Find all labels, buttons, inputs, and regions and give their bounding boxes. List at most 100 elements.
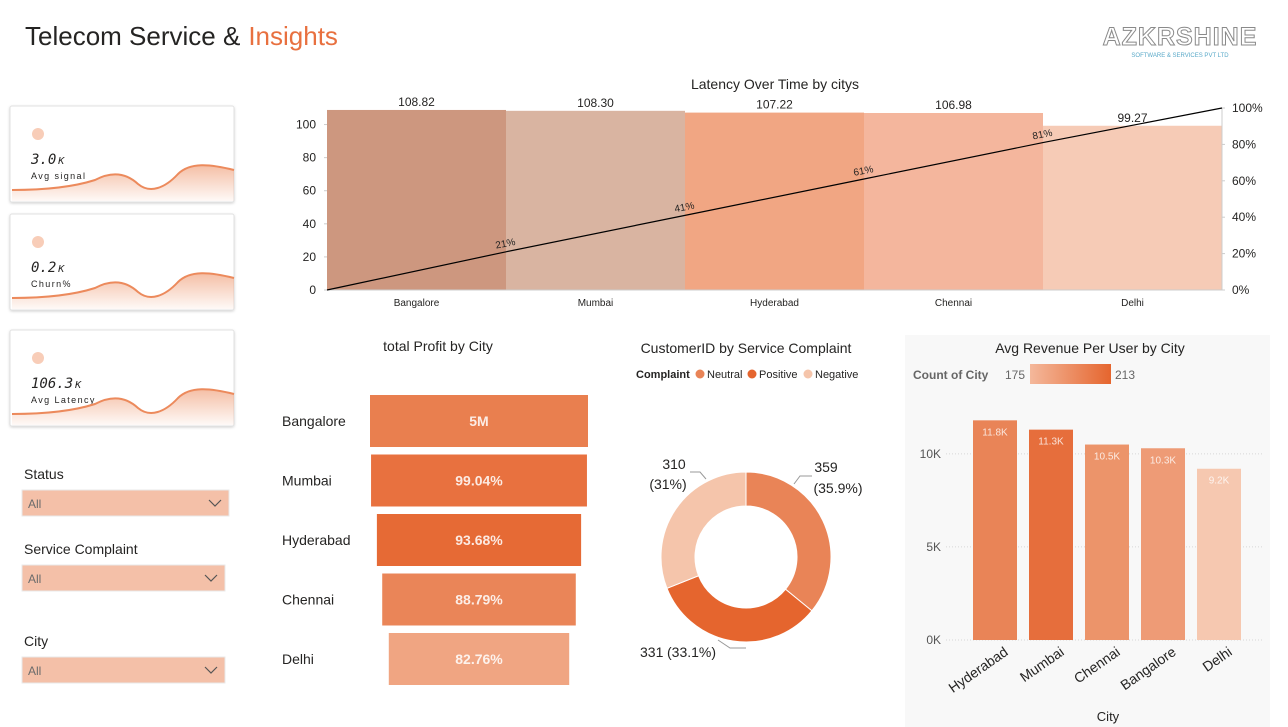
y-tick-label: 40 <box>303 217 317 231</box>
funnel-bar <box>388 633 570 685</box>
kpi-number: 0.2 <box>31 260 56 276</box>
y-tick-label: 5K <box>926 540 941 554</box>
bar-value-label: 108.82 <box>398 95 435 109</box>
y2-tick-label: 80% <box>1232 137 1256 151</box>
bar-value-label: 10.5K <box>1094 452 1120 463</box>
category-label: Chennai <box>282 592 334 608</box>
kpi-value: 106.3 K <box>31 376 82 392</box>
chart-title: Avg Revenue Per User by City <box>995 340 1185 356</box>
y-tick-label: 0 <box>309 283 316 297</box>
title-accent: Insights <box>248 21 338 51</box>
donut-slice <box>666 575 813 643</box>
sparkline <box>11 388 235 415</box>
bar-value-label: 9.2K <box>1209 476 1230 487</box>
funnel-value-label: 82.76% <box>455 651 503 667</box>
slice-percent-label: (33.1%) <box>667 644 716 660</box>
kpi-label: Avg Latency <box>31 395 96 405</box>
category-label: Hyderabad <box>282 532 351 548</box>
title-main: Telecom Service & <box>25 21 240 51</box>
line-value-label: 81% <box>1032 128 1054 143</box>
legend-swatch <box>695 369 705 379</box>
bar <box>327 109 506 290</box>
logo-tagline: SOFTWARE & SERVICES PVT LTD <box>1131 53 1229 59</box>
filter-value: All <box>28 497 41 511</box>
funnel-value-label: 93.68% <box>455 532 503 548</box>
funnel-value-label: 5M <box>469 413 488 429</box>
legend-swatch <box>747 369 757 379</box>
kpi-unit: K <box>57 264 65 275</box>
dropdown-chevron <box>208 499 222 507</box>
slice-value-label: 331 <box>640 644 664 660</box>
y-tick-label: 80 <box>303 151 317 165</box>
category-label: Bangalore <box>282 413 346 429</box>
color-scale-title: Count of City <box>913 368 989 382</box>
bar-value-label: 106.98 <box>935 98 972 112</box>
filter-label: Status <box>24 466 64 482</box>
line-value-label: 61% <box>853 164 875 179</box>
kpi-card: 0.2 K Churn% <box>9 213 235 311</box>
kpi-card: 3.0 K Avg signal <box>9 105 235 203</box>
funnel-value-label: 88.79% <box>455 592 503 608</box>
line-value-label: 41% <box>674 201 696 216</box>
x-tick-label: Mumbai <box>578 298 614 309</box>
y-tick-label: 100 <box>296 118 316 132</box>
legend-label: Negative <box>815 369 858 381</box>
bar <box>685 112 864 290</box>
donut-slice <box>660 471 747 589</box>
category-label: Mumbai <box>282 473 332 489</box>
x-tick-label: Delhi <box>1121 298 1144 309</box>
y-tick-label: 20 <box>303 250 317 264</box>
legend-title: Complaint <box>636 369 690 381</box>
filter-dropdown[interactable] <box>21 564 226 592</box>
kpi-icon <box>32 236 44 248</box>
sparkline <box>11 164 235 191</box>
bar <box>1043 125 1222 291</box>
color-scale-max: 213 <box>1115 368 1135 382</box>
dropdown-chevron <box>204 574 218 582</box>
donut-slice <box>745 471 832 612</box>
x-tick-label: Hyderabad <box>750 298 799 309</box>
funnel-bar <box>371 454 587 507</box>
filter-dropdown[interactable] <box>21 489 230 517</box>
category-label: Delhi <box>282 651 314 667</box>
slice-value-label: 359 <box>814 459 838 475</box>
bar <box>1085 444 1129 640</box>
bar-value-label: 108.30 <box>577 96 614 110</box>
cumulative-line <box>505 107 1223 253</box>
leader-line <box>690 471 707 480</box>
color-scale-min: 175 <box>1005 368 1025 382</box>
filter-label: City <box>24 633 48 649</box>
bar <box>973 420 1017 640</box>
bar-value-label: 11.8K <box>982 427 1008 438</box>
x-axis-title: City <box>1097 709 1120 724</box>
x-tick-label: Chennai <box>935 298 972 309</box>
filter-value: All <box>28 572 41 586</box>
filter-dropdown[interactable] <box>21 656 226 684</box>
funnel-bar <box>370 395 588 447</box>
leader-line <box>717 639 746 649</box>
slice-percent-label: (35.9%) <box>813 480 862 496</box>
kpi-label: Avg signal <box>31 171 86 181</box>
kpi-icon <box>32 352 44 364</box>
kpi-value: 0.2 K <box>31 260 65 276</box>
legend-label: Neutral <box>707 369 742 381</box>
kpi-unit: K <box>57 156 65 167</box>
kpi-number: 106.3 <box>31 376 73 392</box>
sparkline <box>11 272 235 299</box>
chart-title: CustomerID by Service Complaint <box>641 340 852 356</box>
bar-value-label: 11.3K <box>1038 437 1064 448</box>
kpi-unit: K <box>74 380 82 391</box>
line-value-label: 21% <box>495 237 517 252</box>
kpi-value: 3.0 K <box>30 152 65 168</box>
dropdown-chevron <box>204 666 218 674</box>
bar-value-label: 10.3K <box>1150 455 1176 466</box>
funnel-bar <box>376 514 582 566</box>
funnel-bar <box>382 573 576 626</box>
bar <box>1197 468 1241 640</box>
bar <box>1029 429 1073 640</box>
bar-value-label: 99.27 <box>1117 111 1147 125</box>
y-tick-label: 10K <box>920 447 941 461</box>
y2-tick-label: 100% <box>1232 101 1263 115</box>
filter-value: All <box>28 664 41 678</box>
